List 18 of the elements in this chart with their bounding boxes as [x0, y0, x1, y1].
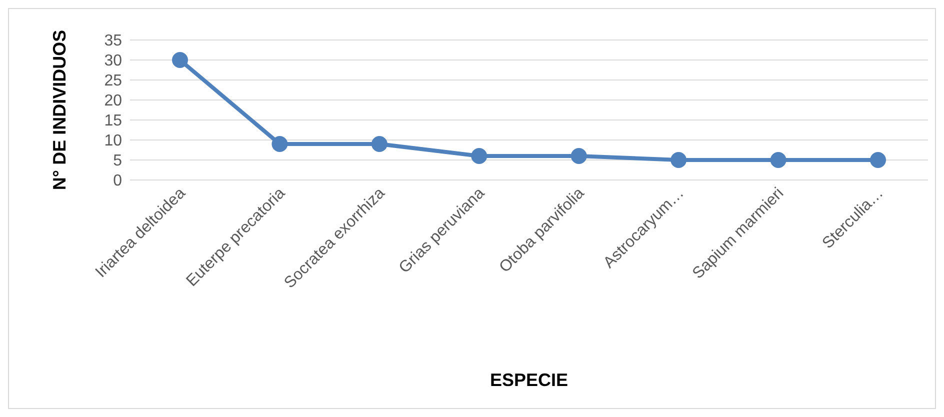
- y-tick-label: 15: [104, 112, 122, 130]
- point: [172, 52, 188, 68]
- y-tick-label: 20: [104, 92, 122, 110]
- point: [770, 152, 786, 168]
- point: [870, 152, 886, 168]
- y-tick-label: 5: [113, 152, 122, 170]
- y-tick-label: 10: [104, 132, 122, 150]
- point: [272, 136, 288, 152]
- y-tick-label: 25: [104, 72, 122, 90]
- y-axis-title: N° DE INDIVIDUOS: [49, 30, 70, 190]
- point: [670, 152, 687, 168]
- point: [471, 148, 488, 164]
- point: [371, 136, 388, 152]
- y-tick-label: 35: [104, 32, 122, 50]
- y-tick-label: 0: [113, 172, 122, 190]
- point: [570, 148, 587, 164]
- x-axis-title: ESPECIE: [490, 370, 568, 390]
- y-tick-label: 30: [104, 52, 122, 70]
